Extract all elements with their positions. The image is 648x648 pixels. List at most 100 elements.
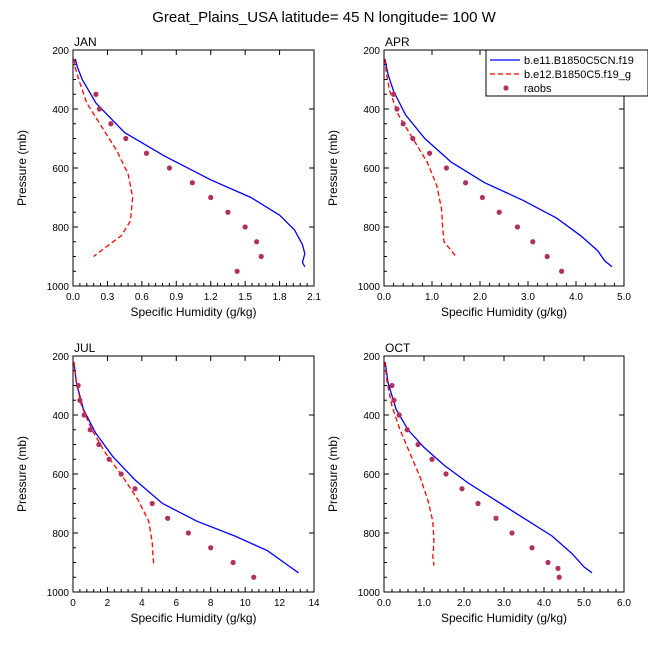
y-tick-label: 800 xyxy=(52,529,69,540)
raobs-point xyxy=(391,397,397,403)
raobs-point xyxy=(429,456,435,462)
x-tick-label: 6.0 xyxy=(617,598,631,609)
raobs-point xyxy=(75,382,81,389)
x-axis-label: Specific Humidity (g/kg) xyxy=(441,611,567,625)
y-axis-label: Pressure (mb) xyxy=(326,130,340,206)
raobs-point xyxy=(185,530,191,536)
series-line-e12 xyxy=(73,58,134,258)
raobs-point xyxy=(459,486,465,492)
raobs-point xyxy=(404,427,410,433)
raobs-point xyxy=(165,515,171,521)
y-tick-label: 400 xyxy=(363,105,380,116)
raobs-point xyxy=(545,559,551,566)
raobs-point xyxy=(514,224,521,230)
raobs-point xyxy=(391,91,397,97)
raobs-point xyxy=(225,209,231,215)
raobs-point xyxy=(93,91,99,97)
panels: JAN 0.0 0.3 0.6 0.9 1.2 1.5 1.8 2.1 200 400 600 800 1… xyxy=(15,35,631,625)
raobs-point xyxy=(443,165,449,171)
raobs-point xyxy=(496,209,502,215)
raobs-point xyxy=(396,412,402,418)
y-tick-label: 600 xyxy=(52,164,69,175)
series-line-e11 xyxy=(74,58,306,268)
raobs-point xyxy=(258,253,264,260)
raobs-point xyxy=(443,471,449,477)
raobs-point xyxy=(96,106,102,112)
plot-frame xyxy=(383,355,625,593)
y-tick-label: 800 xyxy=(363,223,380,234)
panel-jan: JAN 0.0 0.3 0.6 0.9 1.2 1.5 1.8 2.1 200 400 600 800 1… xyxy=(15,35,321,319)
x-tick-label: 0.6 xyxy=(135,292,149,303)
y-tick-label: 1000 xyxy=(47,282,70,293)
x-tick-label: 3.0 xyxy=(521,292,535,303)
panel-apr: APR 0.0 1.0 2.0 3.0 4.0 5.0 200 400 600 800 1000 Spe… xyxy=(326,35,631,319)
x-tick-label: 6 xyxy=(174,598,180,609)
raobs-point xyxy=(242,224,248,230)
raobs-point xyxy=(400,121,406,127)
raobs-point xyxy=(87,427,93,433)
series-line-e11 xyxy=(384,361,593,574)
raobs-point xyxy=(132,486,138,492)
raobs-point xyxy=(479,194,485,201)
x-tick-label: 1.8 xyxy=(273,292,287,303)
panel-label: JUL xyxy=(74,341,96,355)
panel-label: OCT xyxy=(385,341,411,355)
x-tick-label: 2.0 xyxy=(473,292,487,303)
y-tick-label: 200 xyxy=(363,352,380,363)
raobs-point xyxy=(427,150,433,156)
y-axis-label: Pressure (mb) xyxy=(15,436,29,512)
series-line-e11 xyxy=(73,361,299,574)
legend-label: raobs xyxy=(524,83,552,95)
y-tick-label: 200 xyxy=(52,46,69,57)
x-tick-label: 0.0 xyxy=(66,292,80,303)
legend-label: b.e12.B1850C5.f19_g xyxy=(524,69,631,81)
y-tick-label: 400 xyxy=(52,411,69,422)
raobs-point xyxy=(118,471,124,477)
raobs-point xyxy=(251,574,257,580)
x-tick-label: 2.1 xyxy=(307,292,321,303)
raobs-point xyxy=(189,180,195,186)
raobs-point xyxy=(81,412,87,418)
panel-jul: JUL 0 2 4 6 8 10 12 14 200 400 600 800 1000 Specific H… xyxy=(15,341,320,625)
x-tick-label: 5.0 xyxy=(577,598,591,609)
panel-label: APR xyxy=(385,35,410,49)
raobs-point xyxy=(230,559,236,566)
x-tick-label: 1.0 xyxy=(417,598,431,609)
raobs-point xyxy=(77,397,83,403)
y-tick-label: 800 xyxy=(363,529,380,540)
panel-oct: OCT 0.0 1.0 2.0 3.0 4.0 5.0 6.0 200 400 600 800 1000… xyxy=(326,341,631,625)
raobs-point xyxy=(475,500,481,507)
x-tick-label: 12 xyxy=(274,598,286,609)
raobs-point xyxy=(410,135,416,142)
series-line-e11 xyxy=(384,58,613,268)
legend-marker xyxy=(503,85,509,91)
y-tick-label: 1000 xyxy=(47,588,70,599)
raobs-point xyxy=(394,106,400,112)
raobs-point xyxy=(208,194,214,201)
x-tick-label: 2.0 xyxy=(457,598,471,609)
raobs-point xyxy=(166,165,172,171)
y-tick-label: 200 xyxy=(52,352,69,363)
raobs-point xyxy=(544,253,550,260)
raobs-point xyxy=(559,268,565,274)
x-tick-label: 0.0 xyxy=(377,598,391,609)
x-axis-label: Specific Humidity (g/kg) xyxy=(130,305,256,319)
raobs-point xyxy=(143,150,150,156)
x-tick-label: 0.3 xyxy=(100,292,114,303)
raobs-point xyxy=(149,500,155,507)
raobs-point xyxy=(123,135,129,142)
y-tick-label: 600 xyxy=(52,470,69,481)
raobs-point xyxy=(234,268,240,274)
x-tick-label: 1.2 xyxy=(204,292,218,303)
raobs-point xyxy=(463,180,469,186)
x-tick-label: 10 xyxy=(240,598,252,609)
x-tick-label: 2 xyxy=(105,598,111,609)
legend: b.e11.B1850C5CN.f19 b.e12.B1850C5.f19_gra… xyxy=(485,49,648,97)
raobs-point xyxy=(555,565,561,572)
raobs-point xyxy=(96,441,102,448)
y-tick-label: 400 xyxy=(363,411,380,422)
legend-box xyxy=(485,49,648,97)
x-tick-label: 0.9 xyxy=(169,292,183,303)
panel-label: JAN xyxy=(74,35,97,49)
x-tick-label: 4.0 xyxy=(537,598,551,609)
